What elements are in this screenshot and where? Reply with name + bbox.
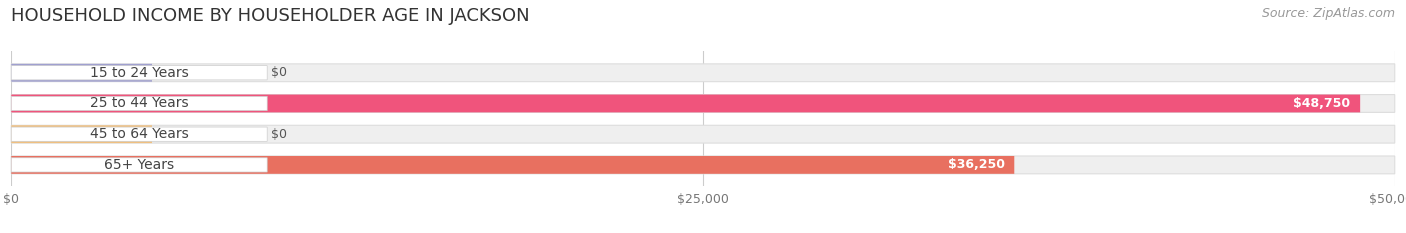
FancyBboxPatch shape [11,125,152,143]
FancyBboxPatch shape [11,64,1395,82]
Text: 45 to 64 Years: 45 to 64 Years [90,127,188,141]
Text: 15 to 24 Years: 15 to 24 Years [90,66,188,80]
FancyBboxPatch shape [11,127,267,141]
Text: 65+ Years: 65+ Years [104,158,174,172]
FancyBboxPatch shape [11,158,267,172]
Text: $0: $0 [271,128,287,141]
FancyBboxPatch shape [11,66,267,80]
FancyBboxPatch shape [11,95,1395,112]
Text: $0: $0 [271,66,287,79]
Text: $36,250: $36,250 [948,158,1005,171]
FancyBboxPatch shape [11,64,152,82]
FancyBboxPatch shape [11,156,1395,174]
Text: Source: ZipAtlas.com: Source: ZipAtlas.com [1261,7,1395,20]
FancyBboxPatch shape [11,96,267,111]
Text: 25 to 44 Years: 25 to 44 Years [90,96,188,110]
FancyBboxPatch shape [11,95,1360,112]
FancyBboxPatch shape [11,156,1014,174]
Text: $48,750: $48,750 [1294,97,1351,110]
FancyBboxPatch shape [11,125,1395,143]
Text: HOUSEHOLD INCOME BY HOUSEHOLDER AGE IN JACKSON: HOUSEHOLD INCOME BY HOUSEHOLDER AGE IN J… [11,7,530,25]
